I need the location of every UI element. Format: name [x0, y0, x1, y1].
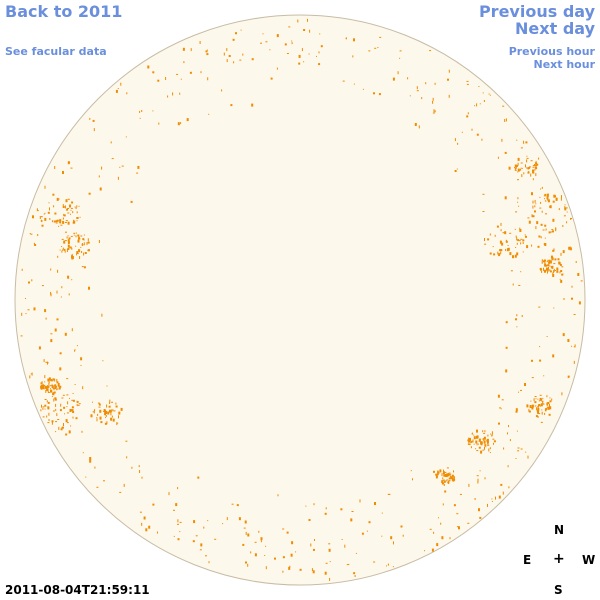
compass-north-label: N	[554, 523, 565, 537]
back-to-year-link[interactable]: Back to 2011	[5, 2, 123, 21]
see-facular-data-link[interactable]: See facular data	[5, 45, 107, 58]
next-day-link[interactable]: Next day	[515, 19, 595, 38]
previous-day-link[interactable]: Previous day	[478, 2, 595, 21]
next-hour-link[interactable]: Next hour	[533, 58, 596, 71]
faculae-layer	[20, 18, 583, 581]
observation-timestamp: 2011-08-04T21:59:11	[5, 583, 150, 597]
compass-east-label: E	[523, 553, 532, 567]
compass-west-label: W	[582, 553, 596, 567]
previous-hour-link[interactable]: Previous hour	[508, 45, 595, 58]
compass-south-label: S	[554, 583, 563, 597]
solar-disk	[14, 14, 586, 586]
compass-center-cross: +	[553, 551, 565, 567]
